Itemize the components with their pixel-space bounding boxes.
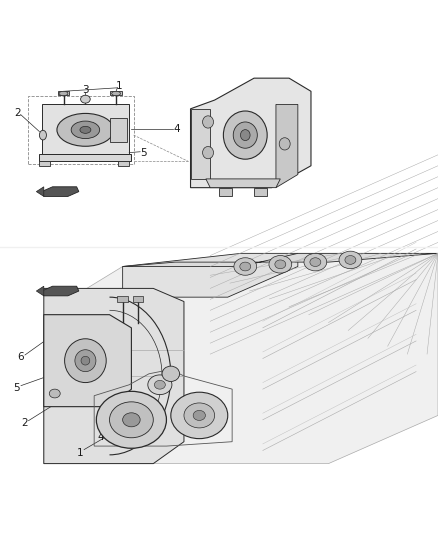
- Ellipse shape: [223, 111, 267, 159]
- Polygon shape: [44, 288, 184, 464]
- Ellipse shape: [57, 114, 114, 146]
- Text: FRT: FRT: [53, 288, 67, 294]
- Polygon shape: [254, 188, 267, 197]
- Ellipse shape: [81, 95, 90, 103]
- Ellipse shape: [275, 260, 286, 269]
- Text: 2: 2: [21, 418, 28, 429]
- Ellipse shape: [345, 255, 356, 264]
- Text: 3: 3: [82, 85, 89, 94]
- Ellipse shape: [39, 130, 46, 140]
- Ellipse shape: [123, 413, 140, 427]
- Polygon shape: [42, 187, 79, 197]
- Ellipse shape: [339, 251, 362, 269]
- Ellipse shape: [75, 350, 96, 372]
- Polygon shape: [133, 296, 143, 302]
- Text: 5: 5: [140, 148, 147, 158]
- Text: 1: 1: [116, 80, 123, 91]
- Ellipse shape: [171, 392, 228, 439]
- Ellipse shape: [202, 147, 213, 159]
- Ellipse shape: [279, 138, 290, 150]
- Ellipse shape: [193, 410, 205, 421]
- Ellipse shape: [269, 255, 292, 273]
- Polygon shape: [118, 161, 129, 166]
- Polygon shape: [36, 286, 44, 296]
- Ellipse shape: [234, 258, 257, 275]
- Ellipse shape: [310, 258, 321, 266]
- Polygon shape: [276, 104, 298, 188]
- Ellipse shape: [304, 253, 327, 271]
- Polygon shape: [36, 187, 44, 197]
- Polygon shape: [39, 161, 50, 166]
- Ellipse shape: [154, 381, 166, 389]
- Ellipse shape: [96, 391, 166, 448]
- Text: 4: 4: [97, 432, 104, 442]
- Polygon shape: [39, 155, 131, 161]
- Ellipse shape: [162, 366, 180, 382]
- Ellipse shape: [71, 121, 99, 139]
- Polygon shape: [123, 253, 298, 297]
- Polygon shape: [42, 104, 129, 155]
- Ellipse shape: [81, 356, 90, 365]
- Text: 2: 2: [14, 108, 21, 118]
- Polygon shape: [206, 179, 280, 188]
- Ellipse shape: [233, 122, 258, 148]
- Text: FRT: FRT: [53, 189, 67, 195]
- Polygon shape: [110, 91, 122, 95]
- Polygon shape: [44, 253, 438, 464]
- Polygon shape: [123, 253, 438, 266]
- Polygon shape: [219, 188, 232, 197]
- Text: 6: 6: [18, 352, 25, 362]
- Text: 4: 4: [173, 124, 180, 134]
- Polygon shape: [110, 118, 127, 142]
- Ellipse shape: [64, 339, 106, 383]
- Ellipse shape: [240, 262, 251, 271]
- Ellipse shape: [240, 130, 250, 141]
- Polygon shape: [58, 91, 69, 95]
- Polygon shape: [42, 286, 79, 296]
- Text: 1: 1: [76, 448, 83, 458]
- Ellipse shape: [80, 126, 91, 133]
- Text: 5: 5: [13, 383, 20, 393]
- Ellipse shape: [49, 389, 60, 398]
- Ellipse shape: [110, 402, 153, 438]
- Ellipse shape: [112, 91, 120, 96]
- Polygon shape: [117, 296, 128, 302]
- Ellipse shape: [148, 375, 172, 394]
- Ellipse shape: [59, 91, 68, 96]
- Ellipse shape: [202, 116, 213, 128]
- Polygon shape: [191, 109, 210, 179]
- Ellipse shape: [184, 403, 215, 428]
- Polygon shape: [191, 78, 311, 188]
- Polygon shape: [44, 314, 131, 407]
